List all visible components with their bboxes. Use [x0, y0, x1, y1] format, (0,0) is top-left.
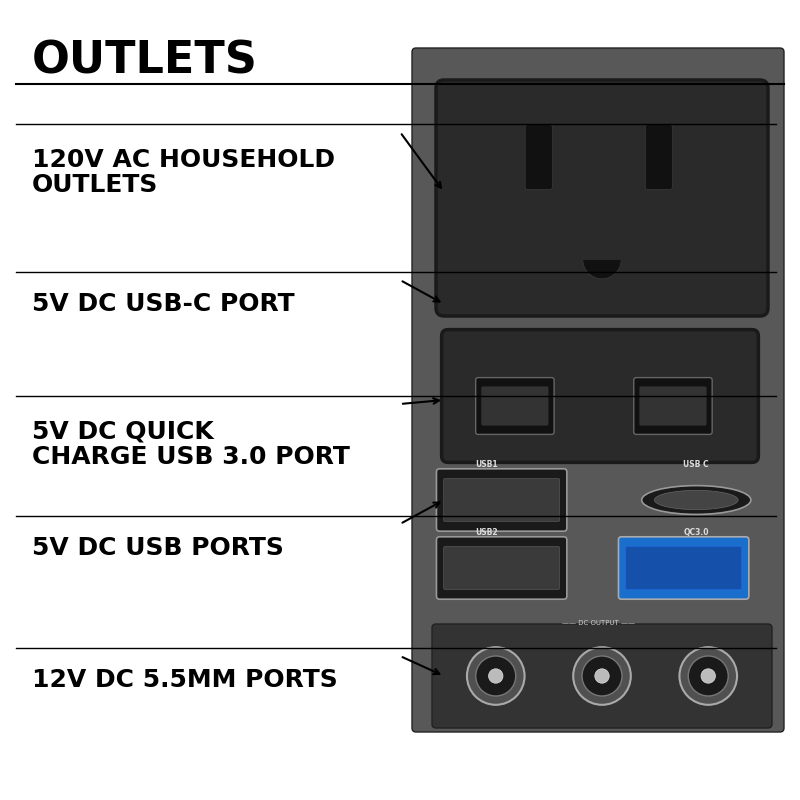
FancyBboxPatch shape [476, 378, 554, 434]
Circle shape [582, 656, 622, 696]
FancyBboxPatch shape [444, 546, 560, 590]
FancyBboxPatch shape [482, 386, 549, 426]
Text: OUTLETS: OUTLETS [32, 40, 258, 83]
Text: 5V DC QUICK
CHARGE USB 3.0 PORT: 5V DC QUICK CHARGE USB 3.0 PORT [32, 420, 350, 469]
FancyBboxPatch shape [618, 537, 749, 599]
FancyBboxPatch shape [412, 48, 784, 732]
FancyBboxPatch shape [437, 469, 567, 531]
Circle shape [688, 656, 728, 696]
FancyBboxPatch shape [639, 386, 706, 426]
FancyBboxPatch shape [444, 478, 560, 522]
FancyBboxPatch shape [626, 546, 742, 590]
FancyBboxPatch shape [437, 537, 567, 599]
FancyBboxPatch shape [442, 330, 758, 462]
FancyBboxPatch shape [432, 624, 772, 728]
Circle shape [594, 669, 610, 683]
Ellipse shape [642, 486, 751, 514]
Circle shape [476, 656, 516, 696]
Circle shape [467, 647, 525, 705]
FancyBboxPatch shape [634, 378, 712, 434]
Ellipse shape [582, 240, 622, 279]
Bar [575, 222, 629, 259]
Circle shape [679, 647, 737, 705]
Text: 12V DC 5.5MM PORTS: 12V DC 5.5MM PORTS [32, 668, 338, 692]
FancyBboxPatch shape [436, 80, 768, 316]
Text: 120V AC HOUSEHOLD
OUTLETS: 120V AC HOUSEHOLD OUTLETS [32, 148, 335, 197]
Circle shape [573, 647, 630, 705]
Text: USB2: USB2 [476, 528, 498, 537]
Text: QC3.0: QC3.0 [683, 528, 709, 537]
Ellipse shape [654, 490, 738, 510]
Text: 5V DC USB-C PORT: 5V DC USB-C PORT [32, 292, 294, 316]
Text: USB C: USB C [683, 460, 709, 469]
Text: —— DC OUTPUT ——: —— DC OUTPUT —— [562, 619, 634, 626]
FancyBboxPatch shape [646, 125, 673, 190]
Circle shape [701, 669, 715, 683]
Text: 5V DC USB PORTS: 5V DC USB PORTS [32, 536, 284, 560]
FancyBboxPatch shape [525, 125, 552, 190]
Text: USB1: USB1 [476, 460, 498, 469]
Circle shape [489, 669, 503, 683]
